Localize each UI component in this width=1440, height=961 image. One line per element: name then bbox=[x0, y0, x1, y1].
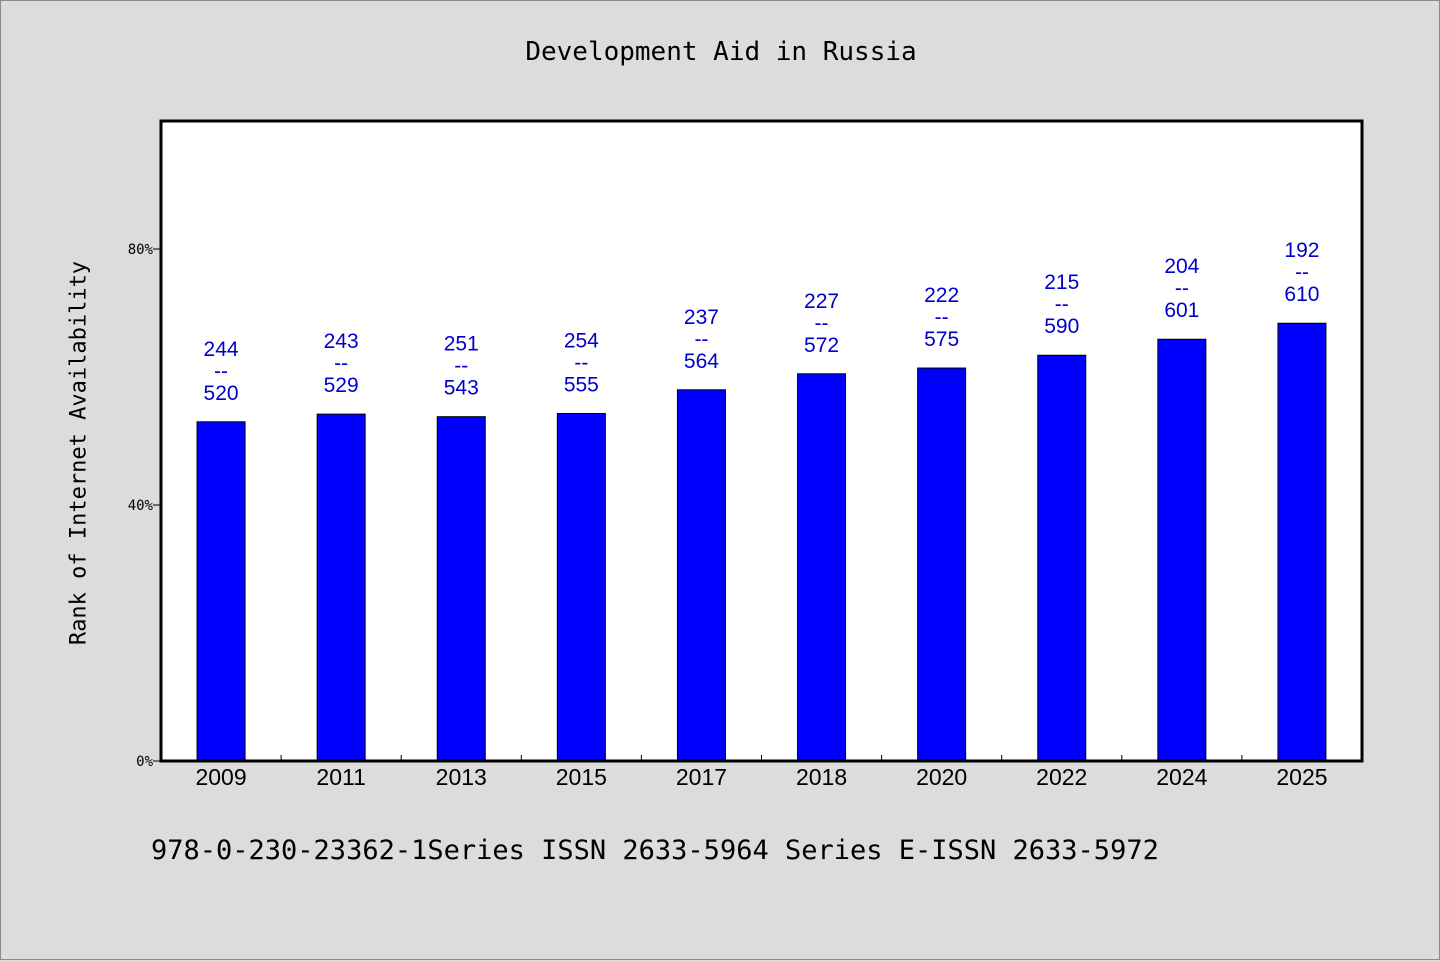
data-label: -- bbox=[1055, 293, 1069, 316]
data-label: 227 bbox=[804, 290, 839, 313]
x-tick-label: 2020 bbox=[916, 764, 967, 790]
y-tick-label: 0% bbox=[136, 754, 153, 770]
bar bbox=[316, 413, 366, 762]
x-tick-label: 2017 bbox=[676, 764, 727, 790]
x-tick-label: 2025 bbox=[1276, 764, 1327, 790]
plot-border bbox=[159, 119, 1364, 763]
bar bbox=[1277, 322, 1327, 762]
x-tick-label: 2011 bbox=[316, 764, 365, 790]
data-label: 254 bbox=[564, 329, 599, 352]
data-label: -- bbox=[1175, 277, 1189, 300]
data-label: 237 bbox=[684, 306, 719, 329]
data-label: 215 bbox=[1044, 271, 1079, 294]
data-label: 610 bbox=[1284, 283, 1319, 306]
data-label: -- bbox=[935, 306, 949, 329]
data-label: 243 bbox=[324, 330, 359, 353]
x-tick-label: 2018 bbox=[796, 764, 847, 790]
data-label: 251 bbox=[444, 333, 479, 356]
data-label: 222 bbox=[924, 284, 959, 307]
data-label: -- bbox=[694, 328, 708, 351]
chart-title: Development Aid in Russia bbox=[525, 37, 917, 67]
bar bbox=[917, 367, 967, 762]
y-tick-label: 40% bbox=[128, 498, 154, 514]
bar bbox=[1037, 354, 1087, 762]
data-label: -- bbox=[454, 355, 468, 378]
data-label: -- bbox=[574, 351, 588, 374]
x-tick-label: 2013 bbox=[436, 764, 487, 790]
data-label: 529 bbox=[324, 374, 359, 397]
data-label: 575 bbox=[924, 328, 959, 351]
data-label: 204 bbox=[1164, 255, 1199, 278]
bar bbox=[556, 412, 606, 762]
bar bbox=[797, 373, 847, 762]
bar bbox=[1157, 338, 1207, 762]
y-tick-label: 80% bbox=[128, 242, 154, 258]
data-label: -- bbox=[1295, 261, 1309, 284]
data-label: 192 bbox=[1284, 239, 1319, 262]
data-label: -- bbox=[334, 352, 348, 375]
x-tick-label: 2009 bbox=[195, 764, 246, 790]
data-label: 555 bbox=[564, 373, 599, 396]
data-label: 564 bbox=[684, 350, 719, 373]
data-label: -- bbox=[815, 312, 829, 335]
x-tick-label: 2024 bbox=[1156, 764, 1207, 790]
x-tick-label: 2022 bbox=[1036, 764, 1087, 790]
data-label: 601 bbox=[1164, 299, 1199, 322]
bar bbox=[676, 389, 726, 762]
data-label: 520 bbox=[204, 382, 239, 405]
bar bbox=[196, 421, 246, 762]
footnote: 978-0-230-23362-1Series ISSN 2633-5964 S… bbox=[151, 835, 1159, 866]
data-label: 543 bbox=[444, 377, 479, 400]
data-label: 590 bbox=[1044, 315, 1079, 338]
data-label: 572 bbox=[804, 334, 839, 357]
data-label: 244 bbox=[204, 338, 239, 361]
data-label: -- bbox=[214, 360, 228, 383]
bar bbox=[436, 416, 486, 762]
x-tick-label: 2015 bbox=[556, 764, 607, 790]
